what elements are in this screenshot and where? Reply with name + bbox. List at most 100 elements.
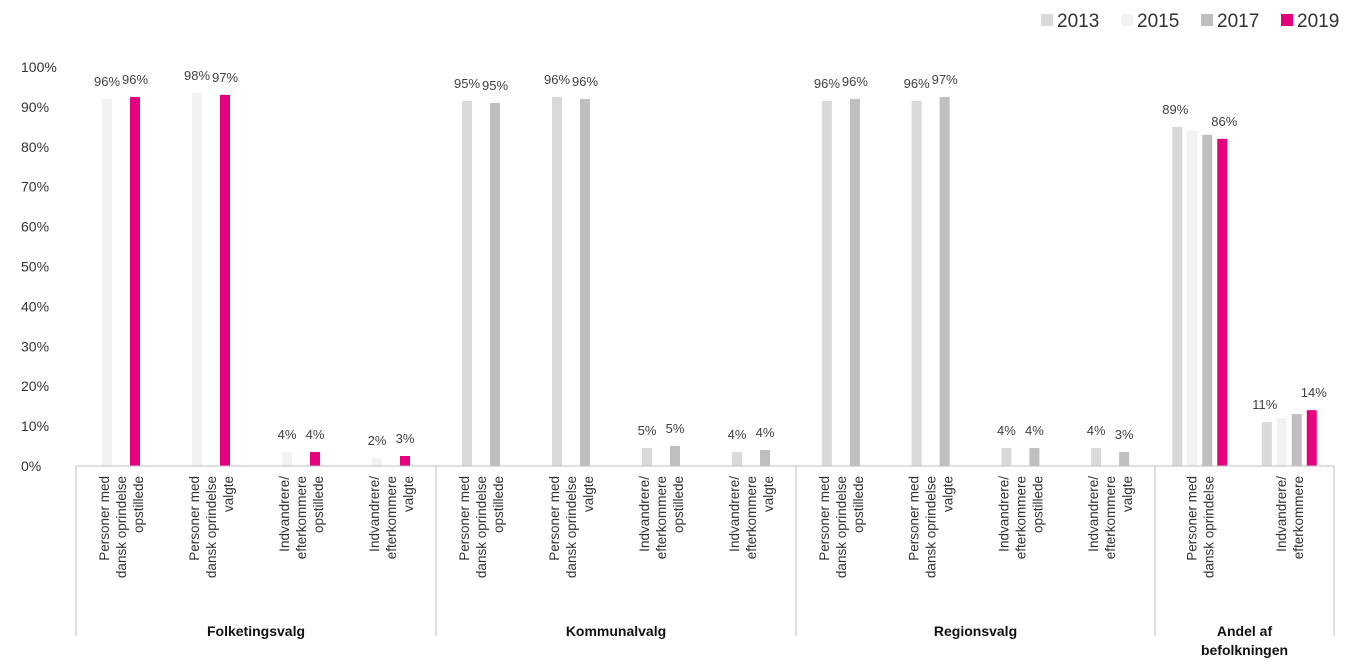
category-label: Personer med dansk oprindelse opstillede bbox=[817, 476, 866, 578]
group-label: Folketingsvalg bbox=[207, 623, 305, 639]
data-label: 3% bbox=[396, 431, 415, 446]
category-label-line: Personer med bbox=[457, 476, 472, 561]
data-label: 97% bbox=[212, 70, 238, 85]
data-label: 97% bbox=[932, 72, 958, 87]
group-label: befolkningen bbox=[1201, 642, 1288, 658]
bar-2019 bbox=[130, 96, 140, 467]
bar-2013 bbox=[1091, 448, 1102, 466]
category: 11% 14% bbox=[1252, 385, 1327, 466]
category: 95% 95% bbox=[454, 76, 508, 466]
category-label-line: dansk oprindelse bbox=[564, 476, 579, 578]
category: 2% 3% bbox=[368, 431, 415, 466]
category-label: Personer med dansk oprindelse valgte bbox=[187, 476, 236, 578]
y-tick-label: 80% bbox=[21, 139, 49, 155]
data-label: 4% bbox=[1087, 423, 1106, 438]
category-label-line: opstillede bbox=[311, 476, 326, 533]
data-label: 96% bbox=[572, 74, 598, 89]
category-label: Indvandrere/efterkommere valgte bbox=[367, 476, 416, 560]
category-label-line: valgte bbox=[1120, 476, 1135, 512]
bar-2019 bbox=[310, 452, 320, 466]
legend-label: 2019 bbox=[1297, 11, 1339, 32]
y-tick-label: 90% bbox=[21, 99, 49, 115]
bar-2015 bbox=[1187, 130, 1198, 466]
data-label: 14% bbox=[1301, 385, 1327, 400]
category-label: Personer med dansk oprindelse opstillede bbox=[97, 476, 146, 578]
data-label: 4% bbox=[278, 427, 297, 442]
legend-item-2013: 2013 bbox=[1041, 11, 1099, 32]
data-label: 4% bbox=[306, 427, 325, 442]
category-label-line: opstillede bbox=[1030, 476, 1045, 533]
category-label-line: Personer med bbox=[1184, 476, 1199, 561]
data-label: 4% bbox=[997, 423, 1016, 438]
bar-2015 bbox=[192, 92, 202, 466]
legend-swatch bbox=[1041, 14, 1053, 26]
category: 96% 96% bbox=[94, 72, 148, 467]
category-label-line: Indvandrere/ bbox=[277, 476, 292, 552]
y-tick-label: 40% bbox=[21, 298, 49, 314]
data-label: 96% bbox=[904, 76, 930, 91]
category-label-line: efterkommere bbox=[1291, 476, 1306, 559]
data-label: 95% bbox=[454, 76, 480, 91]
category: 4% 4% bbox=[997, 423, 1044, 466]
y-tick-label: 10% bbox=[21, 418, 49, 434]
y-tick-label: 20% bbox=[21, 378, 49, 394]
category-label-line: efterkommere bbox=[384, 476, 399, 559]
category: 5% 5% bbox=[638, 421, 685, 466]
category-label-line: dansk oprindelse bbox=[924, 476, 939, 578]
legend-swatch bbox=[1121, 14, 1133, 26]
legend-swatch bbox=[1281, 14, 1293, 26]
category-label-line: Indvandrere/ bbox=[727, 476, 742, 552]
category: 96% 96% bbox=[544, 72, 598, 467]
y-tick-label: 100% bbox=[21, 59, 57, 75]
data-label: 2% bbox=[368, 433, 387, 448]
category-label-line: opstillede bbox=[851, 476, 866, 533]
category-label: Indvandrere/efterkommere bbox=[1274, 476, 1306, 560]
category: 89% 86% bbox=[1162, 102, 1238, 466]
data-label: 11% bbox=[1252, 397, 1277, 412]
y-tick-label: 50% bbox=[21, 259, 49, 275]
data-label: 4% bbox=[728, 427, 747, 442]
data-label: 95% bbox=[482, 78, 508, 93]
bar-2013 bbox=[642, 448, 652, 466]
category-label-line: valgte bbox=[401, 476, 416, 512]
category-label-line: Personer med bbox=[907, 476, 922, 561]
group-label: Kommunalvalg bbox=[566, 623, 666, 639]
category: 4% 4% bbox=[278, 427, 325, 466]
category-label-line: valgte bbox=[221, 476, 236, 512]
bar-2013 bbox=[821, 100, 832, 466]
category: 4% 3% bbox=[1087, 423, 1134, 466]
bar-2017 bbox=[849, 98, 860, 467]
bar-2015 bbox=[372, 458, 382, 466]
group-label: Andel af bbox=[1217, 623, 1273, 639]
category-label-line: Personer med bbox=[187, 476, 202, 561]
category-label-line: opstillede bbox=[491, 476, 506, 533]
category-label-line: Indvandrere/ bbox=[367, 476, 382, 552]
category: 96% 97% bbox=[904, 72, 958, 467]
data-label: 86% bbox=[1211, 114, 1237, 129]
data-label: 96% bbox=[122, 72, 148, 87]
bar-2015 bbox=[282, 452, 292, 466]
y-axis: 0% 10% 20% 30% 40% 50% 60% 70% 80% 90% 100% bbox=[21, 59, 57, 474]
data-label: 96% bbox=[842, 74, 868, 89]
category-label: Personer med dansk oprindelse opstillede bbox=[457, 476, 506, 578]
category-label-line: efterkommere bbox=[654, 476, 669, 559]
bar-2017 bbox=[939, 96, 950, 467]
category-label-line: Indvandrere/ bbox=[637, 476, 652, 552]
category: 4% 4% bbox=[728, 425, 775, 466]
bar-2013 bbox=[462, 100, 472, 466]
legend-label: 2013 bbox=[1057, 11, 1099, 32]
category-label-line: Personer med bbox=[817, 476, 832, 561]
data-label: 3% bbox=[1115, 427, 1134, 442]
bar-2017 bbox=[1029, 448, 1040, 466]
category-label-line: Personer med bbox=[97, 476, 112, 561]
bar-2013 bbox=[1001, 448, 1012, 466]
bar-2017 bbox=[1291, 414, 1302, 466]
category-label-line: opstillede bbox=[131, 476, 146, 533]
bar-2019 bbox=[400, 456, 410, 466]
data-label: 5% bbox=[666, 421, 685, 436]
category-label-line: Indvandrere/ bbox=[1086, 476, 1101, 552]
bar-2019 bbox=[1306, 410, 1317, 466]
bar-2015 bbox=[102, 98, 112, 467]
data-label: 98% bbox=[184, 68, 210, 83]
legend-label: 2017 bbox=[1217, 11, 1259, 32]
